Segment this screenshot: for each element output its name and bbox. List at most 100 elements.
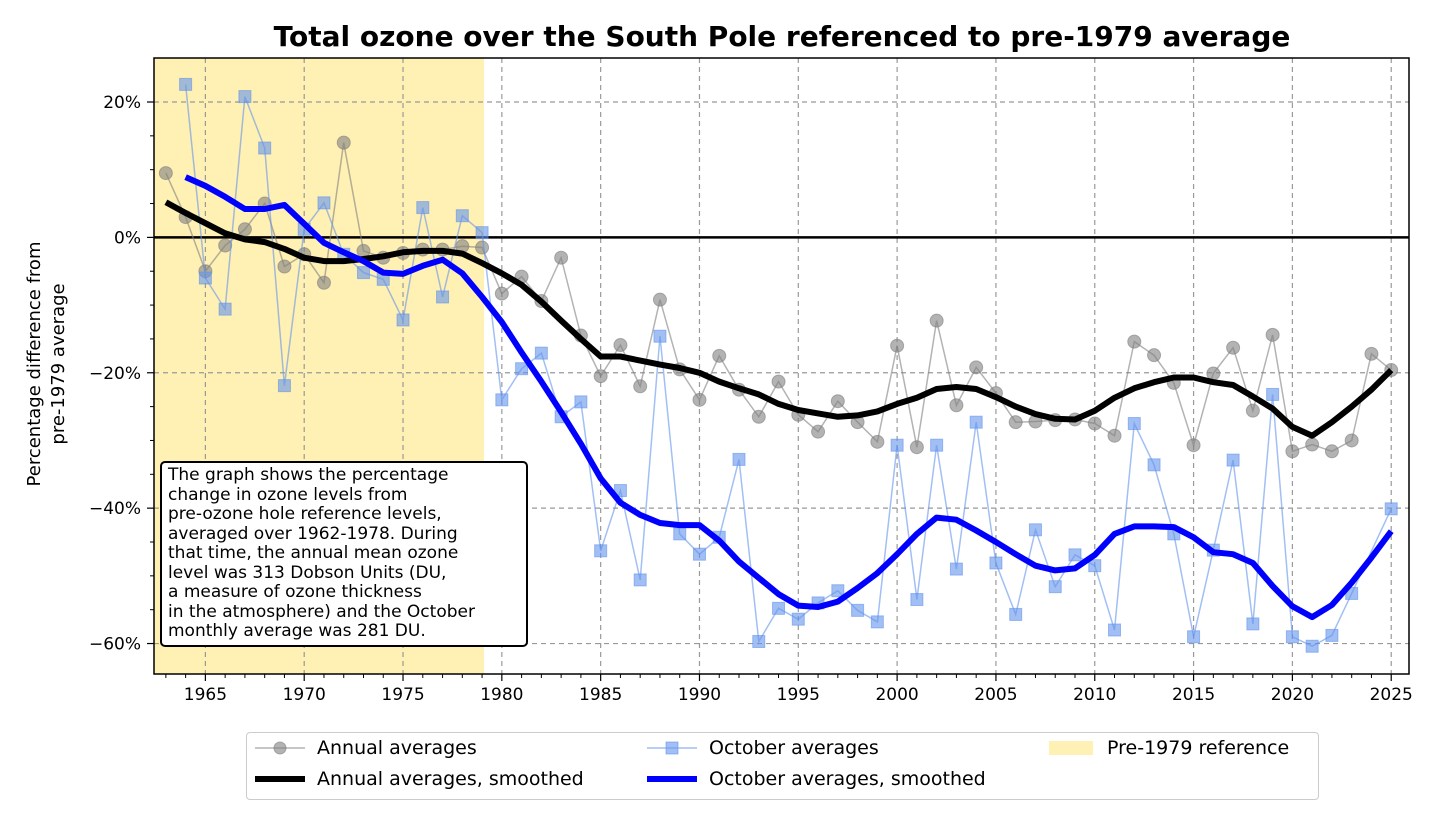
data-point (692, 392, 707, 407)
data-point (1265, 327, 1280, 342)
data-point (593, 369, 608, 384)
data-point (751, 409, 766, 424)
x-tick-label: 2005 (974, 685, 1017, 705)
data-point (554, 250, 569, 265)
data-point (1088, 559, 1102, 573)
legend-annual: Annual averages (255, 737, 477, 759)
x-tick-label: 2000 (875, 685, 918, 705)
legend-october: October averages (647, 737, 879, 759)
data-point (1108, 623, 1122, 637)
data-point (949, 398, 964, 413)
data-point (1226, 453, 1240, 467)
data-point (396, 313, 410, 327)
legend-annual-marker (255, 741, 305, 755)
data-point (495, 393, 509, 407)
data-point (336, 135, 351, 150)
data-point (1127, 417, 1141, 431)
data-point (475, 240, 490, 255)
data-point (831, 584, 845, 598)
legend-october-smoothed: October averages, smoothed (647, 768, 986, 790)
legend-reference: Pre-1979 reference (1049, 737, 1289, 759)
data-point (515, 362, 529, 376)
data-point (930, 438, 944, 452)
data-point (1127, 334, 1142, 349)
data-point (416, 201, 430, 215)
data-point (1206, 366, 1221, 381)
data-point (534, 346, 548, 360)
x-tick-label: 1965 (184, 685, 227, 705)
x-tick-label: 2020 (1271, 685, 1314, 705)
data-point (969, 360, 984, 375)
data-point (594, 544, 608, 558)
chart-title: Total ozone over the South Pole referenc… (274, 20, 1291, 53)
data-point (1384, 502, 1398, 516)
x-tick-label: 1990 (678, 685, 721, 705)
x-tick-label: 2015 (1172, 685, 1215, 705)
y-tick-label: 0% (114, 228, 141, 248)
y-tick-label: −60% (89, 635, 141, 655)
data-point (890, 338, 905, 353)
data-point (574, 395, 588, 409)
data-point (811, 424, 826, 439)
legend-label: Annual averages, smoothed (317, 768, 584, 790)
data-point (890, 438, 904, 452)
x-tick-label: 1980 (480, 685, 523, 705)
data-point (1266, 387, 1280, 401)
x-tick-label: 1995 (777, 685, 820, 705)
x-tick-label: 2025 (1370, 685, 1413, 705)
x-tick-label: 2010 (1073, 685, 1116, 705)
data-point (237, 222, 252, 237)
data-point (949, 562, 963, 576)
y-tick-label: 20% (103, 93, 141, 113)
legend-annual-smoothed: Annual averages, smoothed (255, 768, 584, 790)
data-point (613, 484, 627, 498)
y-tick-label: −40% (89, 499, 141, 519)
data-point (910, 593, 924, 607)
data-point (771, 374, 786, 389)
data-point (277, 379, 291, 393)
series-line-3 (184, 174, 1394, 621)
data-point (179, 77, 193, 91)
data-point (969, 415, 983, 429)
data-point (1364, 346, 1379, 361)
legend-october-marker (647, 741, 697, 755)
data-point (317, 196, 331, 210)
data-point (436, 290, 450, 304)
data-point (909, 440, 924, 455)
data-point (238, 90, 252, 104)
data-point (752, 635, 766, 649)
data-point (218, 302, 232, 316)
x-tick-label: 1970 (283, 685, 326, 705)
data-point (1285, 444, 1300, 459)
data-point (830, 394, 845, 409)
data-point (218, 238, 233, 253)
data-point (633, 573, 647, 587)
y-axis-label: Percentage difference from (24, 242, 45, 487)
data-point (1226, 340, 1241, 355)
data-point (673, 527, 687, 541)
data-point (772, 601, 786, 615)
data-point (1187, 630, 1201, 644)
x-tick-label: 1985 (579, 685, 622, 705)
data-point (1305, 437, 1320, 452)
data-point (1107, 428, 1122, 443)
legend-label: Pre-1979 reference (1107, 737, 1290, 759)
data-point (613, 338, 628, 353)
y-tick-label: −20% (89, 364, 141, 384)
data-point (1325, 628, 1339, 642)
data-point (712, 348, 727, 363)
legend-label: October averages (709, 737, 879, 759)
data-point (258, 141, 272, 155)
data-point (732, 452, 746, 466)
data-point (870, 615, 884, 629)
plot-frame (153, 57, 1410, 675)
data-point (494, 286, 509, 301)
legend-october-smoothed-marker (647, 776, 697, 782)
series-line-2 (164, 199, 1394, 439)
data-point (1305, 639, 1319, 653)
data-point (455, 209, 469, 223)
data-point (1246, 617, 1260, 631)
data-point (1028, 523, 1042, 537)
y-axis-label: pre-1979 average (48, 283, 69, 444)
